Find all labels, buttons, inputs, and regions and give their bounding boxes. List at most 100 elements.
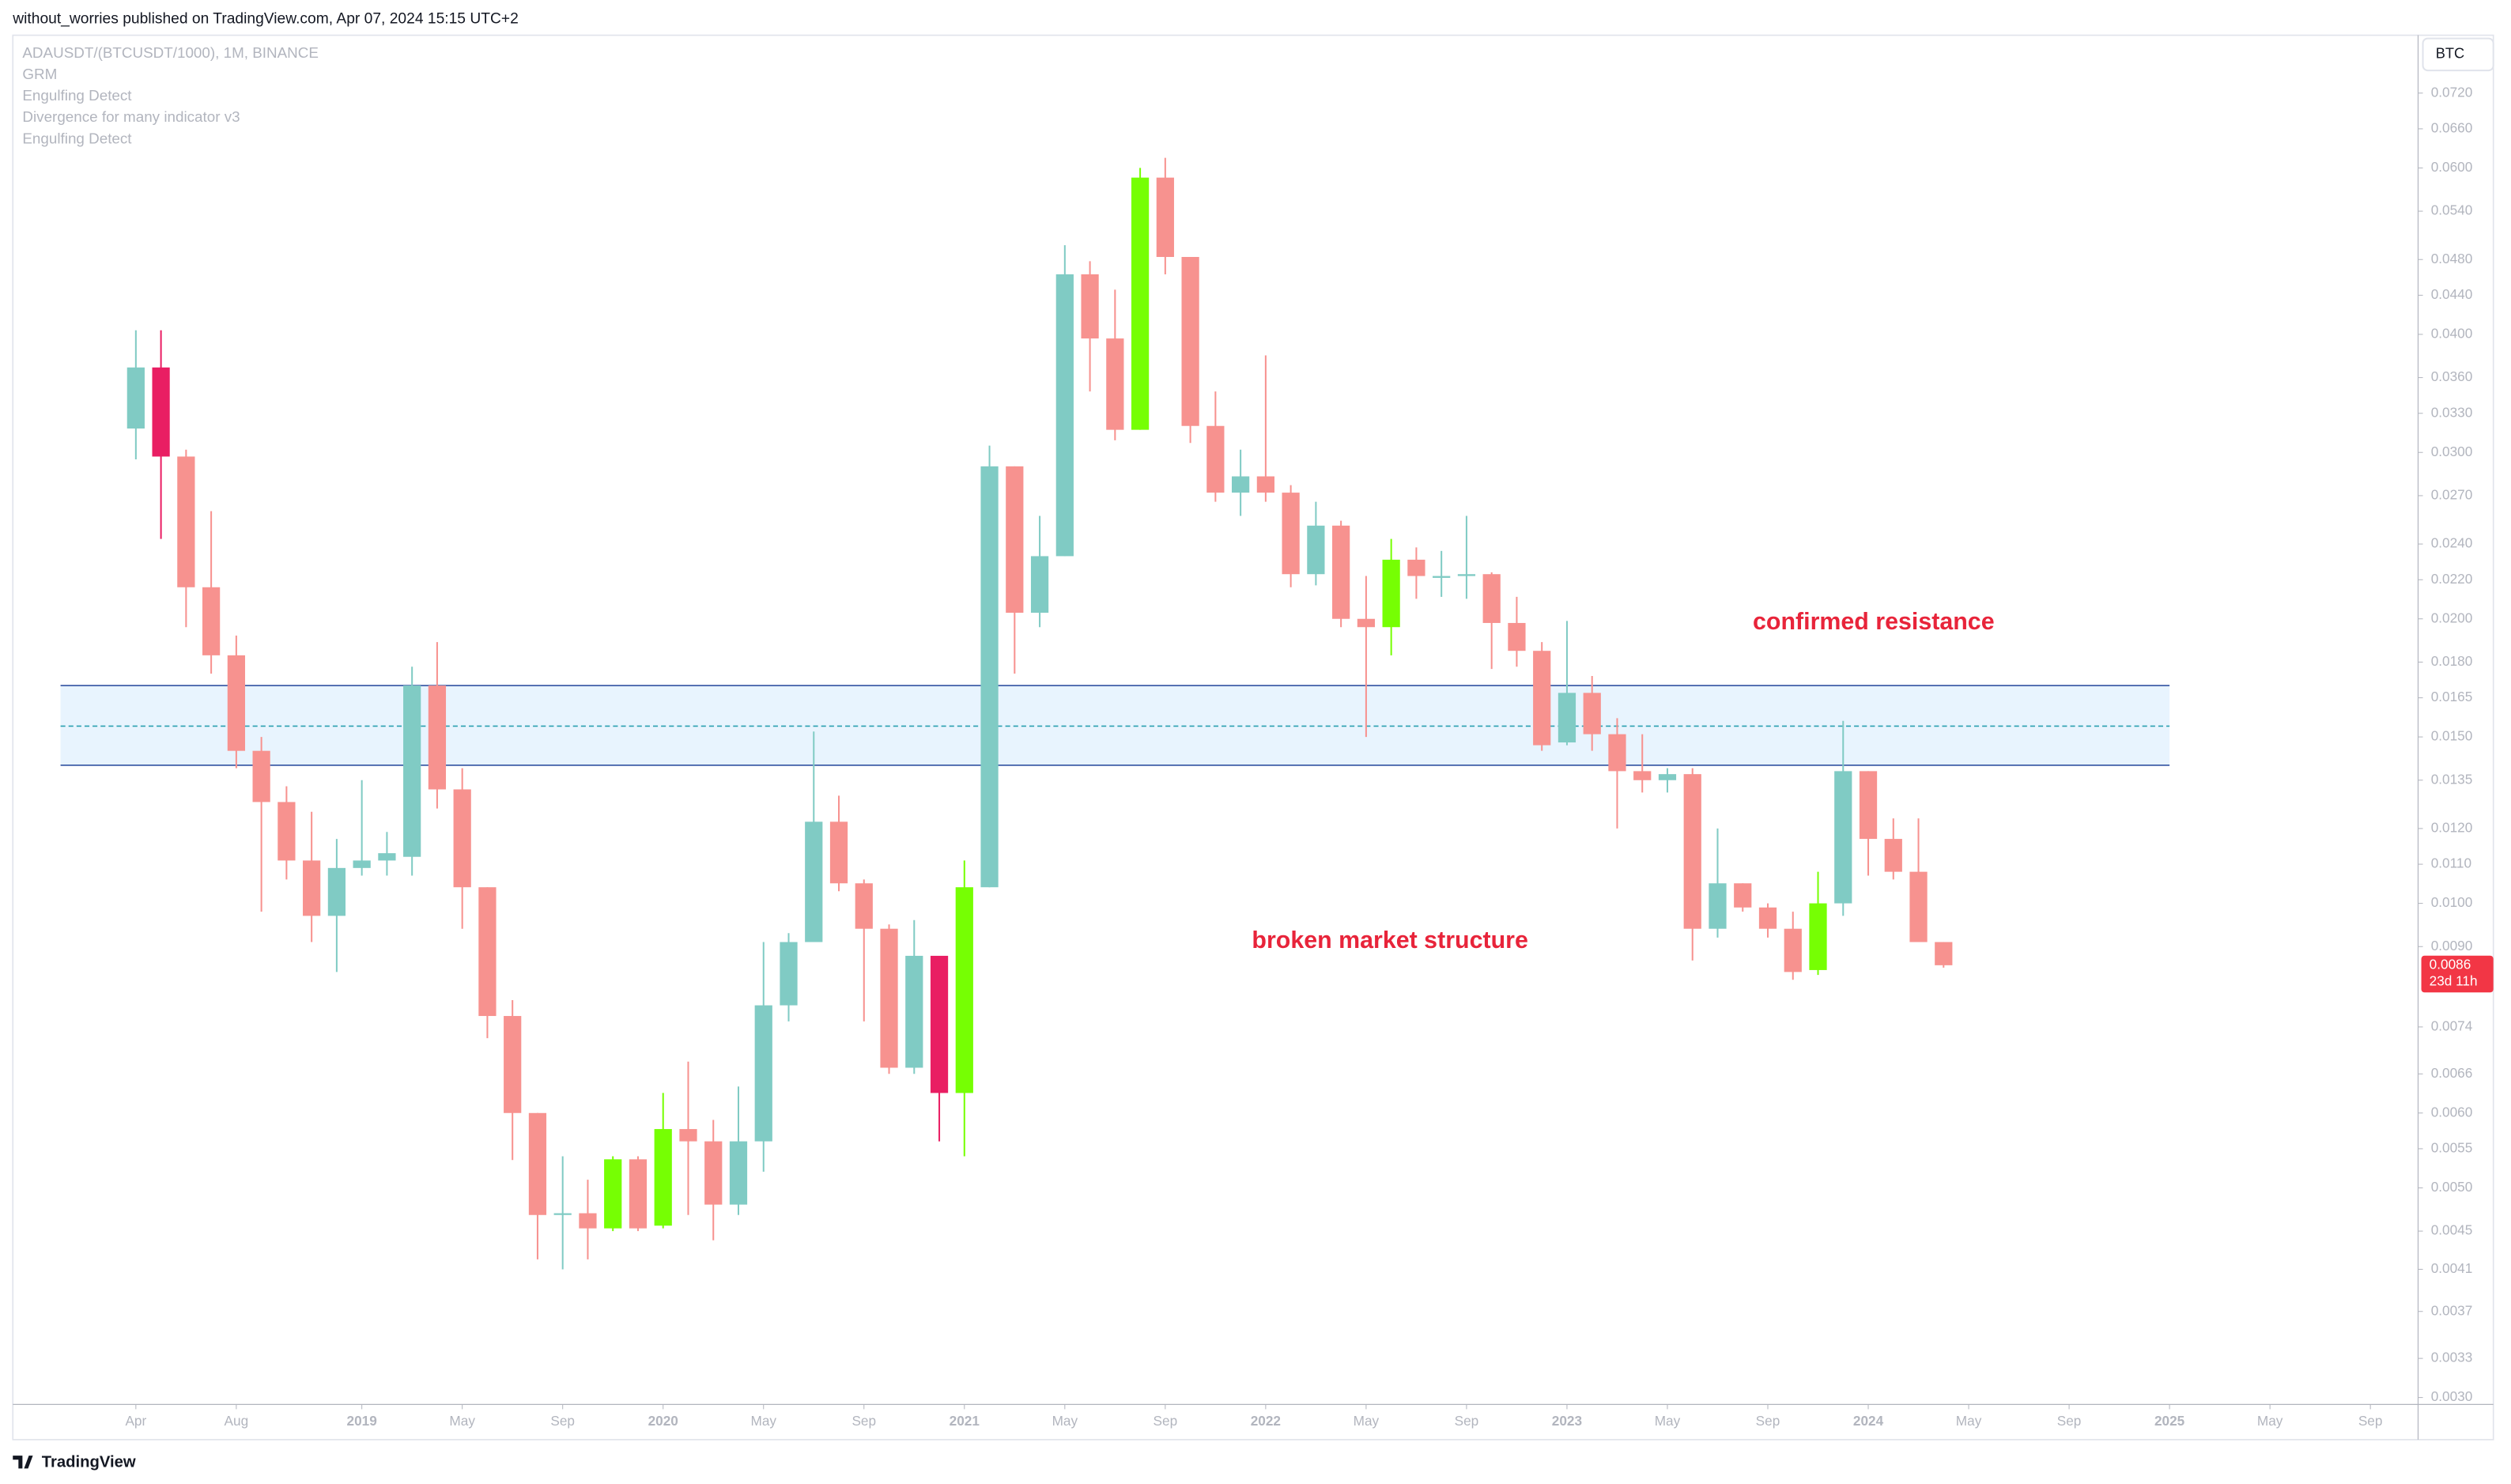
candle-body [1658,774,1677,780]
candle-body [1683,774,1701,929]
annotation: broken market structure [1252,927,1527,953]
candle-body [1508,622,1526,651]
candle [1683,768,1701,961]
y-tick-label: 0.0060 [2431,1104,2473,1120]
legend-line: ADAUSDT/(BTCUSDT/1000), 1M, BINANCE [22,44,319,61]
candle-body [1633,771,1652,780]
candle-body [1734,883,1752,908]
candle-body [1106,338,1124,430]
candle [202,511,221,674]
y-tick-label: 0.0165 [2431,689,2473,704]
x-tick-label: 2024 [1853,1413,1884,1429]
candle-body [1357,618,1376,628]
y-tick-label: 0.0090 [2431,938,2473,953]
button-label[interactable]: BTC [2436,46,2464,62]
candle-body [353,860,371,868]
candle [1633,734,1652,793]
candle [1608,718,1626,829]
candle-body [152,367,170,457]
candle-body [679,1129,697,1142]
y-tick-label: 0.0270 [2431,486,2473,502]
y-tick-label: 0.0600 [2431,159,2473,175]
candle [1658,768,1677,793]
candle [629,1156,648,1232]
candle-body [1709,883,1727,929]
candle-body [905,955,923,1068]
x-tick-label: May [1956,1413,1982,1429]
candle [679,1061,697,1215]
y-tick-label: 0.0360 [2431,368,2473,384]
candle [1909,818,1928,942]
candle [1558,621,1576,746]
candle-body [754,1005,772,1142]
y-tick-label: 0.0180 [2431,653,2473,669]
candle [303,811,321,942]
candle [1734,883,1752,912]
x-tick-label: 2023 [1552,1413,1582,1429]
candle [579,1180,597,1259]
candle-body [177,456,195,587]
candle-body [504,1016,522,1113]
resistance-zone [60,685,2170,765]
candle-body [227,655,245,751]
y-tick-label: 0.0033 [2431,1350,2473,1365]
candle-body [1081,274,1099,339]
y-tick-label: 0.0240 [2431,535,2473,551]
candle-body [955,887,973,1093]
candle-body [1834,771,1852,904]
x-tick-label: 2025 [2154,1413,2185,1429]
y-tick-label: 0.0660 [2431,119,2473,135]
x-tick-label: May [449,1413,475,1429]
y-tick-label: 0.0540 [2431,202,2473,218]
x-tick-label: May [751,1413,777,1429]
candle-body [780,942,798,1006]
candle [754,942,772,1172]
candle-body [1608,734,1626,772]
x-tick-label: Aug [225,1413,249,1429]
candle-body [1407,559,1425,576]
candle-body [930,955,949,1093]
candle-body [1533,651,1551,746]
candle [126,330,145,459]
x-tick-label: Sep [1455,1413,1479,1429]
candle [704,1120,723,1240]
candle [855,879,873,1021]
candle [654,1093,672,1229]
candle-body [1457,574,1476,576]
candle [1758,903,1777,938]
candle-body [1935,942,1953,965]
candle-body [1232,476,1250,493]
candle-body [1482,574,1501,623]
candle-body [278,802,296,861]
candle-body [1433,576,1451,578]
candle-body [604,1159,622,1229]
candle [353,780,371,876]
candle [1433,550,1451,597]
candle-body [1006,466,1024,614]
symbol-button[interactable]: BTC [2422,37,2494,72]
y-tick-label: 0.0135 [2431,771,2473,787]
x-tick-label: 2019 [347,1413,377,1429]
candle-body [303,860,321,916]
footer-logo: TradingView [13,1454,136,1471]
y-tick-label: 0.0074 [2431,1018,2473,1033]
candle-body [829,821,848,884]
candle [1282,485,1300,587]
price-label-box [2421,955,2494,993]
candle-body [403,685,421,857]
countdown: 23d 11h [2430,973,2478,989]
brand: TradingView [42,1454,136,1471]
y-tick-label: 0.0045 [2431,1222,2473,1238]
candle [1533,642,1551,751]
candle-body [1055,274,1074,557]
candle-body [1909,871,1928,942]
candle-body [1809,903,1827,970]
button-box[interactable] [2422,37,2494,72]
annotation: confirmed resistance [1753,608,1995,635]
candle [1181,257,1199,444]
candle [1859,771,1878,876]
candle-body [1884,839,1902,872]
candle-body [378,853,396,861]
x-tick-label: 2020 [648,1413,678,1429]
